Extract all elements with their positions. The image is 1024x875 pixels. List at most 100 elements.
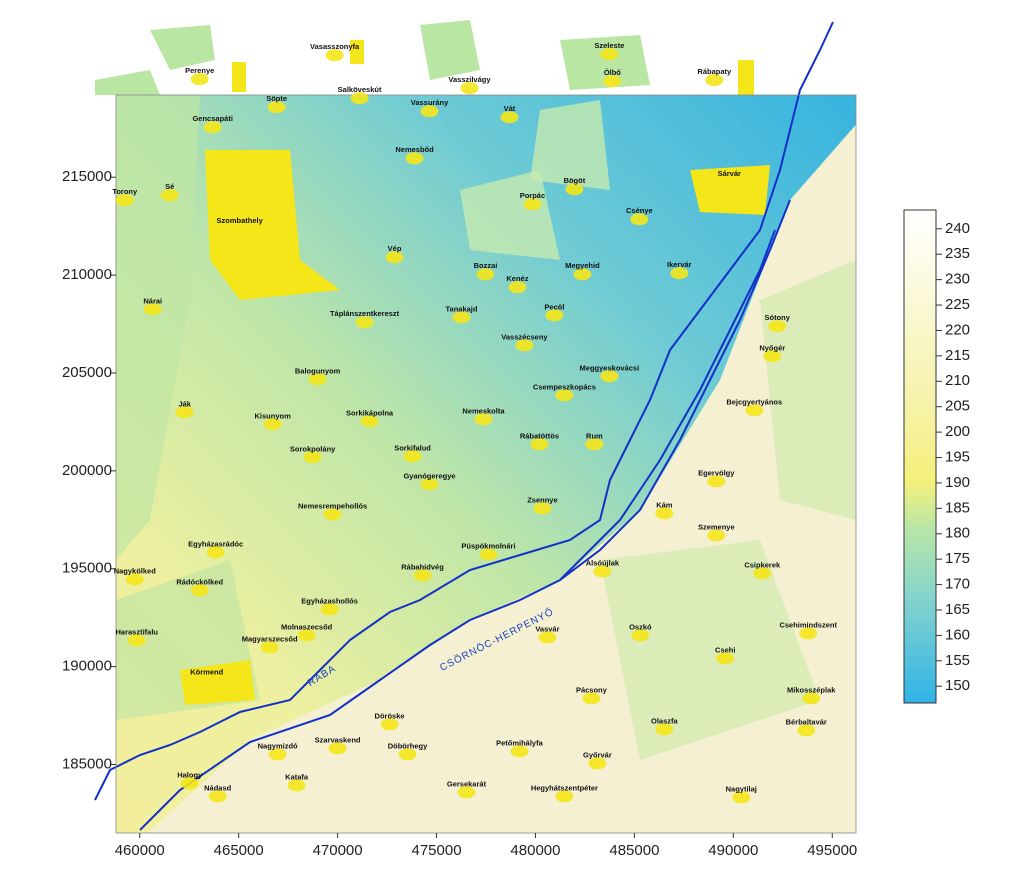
y-tick-label: 200000 <box>62 462 112 479</box>
town-area <box>745 404 764 417</box>
town-label: Pecöl <box>544 302 564 311</box>
town-label: Petőmihályfa <box>496 738 544 747</box>
town-label: Magyarszecsőd <box>242 634 298 643</box>
town-label: Söpte <box>266 94 287 103</box>
town-label: Rádóckölked <box>176 577 223 586</box>
town-area <box>308 373 327 386</box>
town-label: Nemesbőd <box>395 145 434 154</box>
town-area <box>360 415 379 428</box>
town-area <box>208 790 227 803</box>
town-label: Pácsony <box>576 685 608 694</box>
town-label: Perenye <box>185 66 214 75</box>
town-area <box>479 548 498 561</box>
town-area <box>763 350 782 363</box>
town-label: Egervölgy <box>698 468 735 477</box>
town-label: Csipkerek <box>744 560 781 569</box>
town-area <box>125 573 144 586</box>
town-label: Vép <box>388 244 402 253</box>
town-area <box>585 438 604 451</box>
town-label: Rábahidvég <box>401 562 444 571</box>
town-area <box>328 742 347 755</box>
town-label: Nagytilaj <box>726 784 757 793</box>
town-label: Körmend <box>190 667 223 676</box>
town-label: Kisunyom <box>255 411 292 420</box>
colorbar-tick-label: 200 <box>945 423 970 440</box>
town-area <box>160 189 179 202</box>
town-label: Salköveskút <box>338 85 382 94</box>
town-label: Mikosszéplak <box>787 685 836 694</box>
town-area <box>380 718 399 731</box>
town-label: Rábatöttös <box>520 431 559 440</box>
town-label: Katafa <box>285 772 309 781</box>
colorbar-tick-label: 155 <box>945 652 970 669</box>
town-area <box>565 183 584 196</box>
town-area <box>720 176 739 189</box>
x-tick-label: 475000 <box>412 842 462 859</box>
town-label: Nemesrempehollós <box>298 501 367 510</box>
town-area <box>705 74 724 87</box>
town-label: Balogunyom <box>295 366 341 375</box>
y-tick-label: 190000 <box>62 658 112 675</box>
town-area <box>799 627 818 640</box>
town-area <box>287 779 306 792</box>
town-area <box>655 507 674 520</box>
town-label: Vasasszonyfa <box>310 42 360 51</box>
town-area <box>230 223 249 236</box>
town-area <box>768 320 787 333</box>
town-area <box>515 339 534 352</box>
town-label: Meggyeskovácsi <box>580 363 640 372</box>
town-area <box>707 529 726 542</box>
town-label: Gencsapáti <box>192 114 232 123</box>
town-area <box>320 603 339 616</box>
town-area <box>452 311 471 324</box>
town-area <box>175 406 194 419</box>
town-label: Csénye <box>626 206 653 215</box>
town-area <box>267 101 286 114</box>
x-tick-label: 460000 <box>115 842 165 859</box>
town-area <box>420 105 439 118</box>
town-area <box>476 268 495 281</box>
town-label: Ikervár <box>667 260 692 269</box>
y-tick-label: 215000 <box>62 168 112 185</box>
town-area <box>268 748 287 761</box>
colorbar-tick-label: 170 <box>945 576 970 593</box>
town-label: Döröske <box>375 711 405 720</box>
town-area <box>716 652 735 665</box>
town-label: Püspökmolnári <box>461 541 515 550</box>
town-label: Sorkifalud <box>394 443 431 452</box>
town-area <box>670 267 689 280</box>
town-label: Szarvaskend <box>315 735 361 744</box>
colorbar-tick-label: 210 <box>945 372 970 389</box>
colorbar-tick-label: 180 <box>945 525 970 542</box>
y-tick-label: 210000 <box>62 266 112 283</box>
colorbar <box>903 209 937 704</box>
town-area <box>325 49 344 62</box>
town-area <box>582 692 601 705</box>
town-label: Vassurány <box>411 98 449 107</box>
town-label: Oszkó <box>629 622 652 631</box>
town-area <box>115 194 134 207</box>
town-area <box>530 438 549 451</box>
town-area <box>707 475 726 488</box>
town-label: Nagymizdó <box>258 741 298 750</box>
y-tick-label: 195000 <box>62 560 112 577</box>
colorbar-tick-label: 225 <box>945 296 970 313</box>
x-tick-label: 465000 <box>214 842 264 859</box>
town-area <box>460 82 479 95</box>
town-area <box>263 418 282 431</box>
town-label: Alsóújlak <box>586 558 620 567</box>
town-area <box>600 370 619 383</box>
town-area <box>457 786 476 799</box>
town-label: Nyőgér <box>759 343 785 352</box>
x-tick-label: 495000 <box>807 842 857 859</box>
town-label: Sorkikápolna <box>346 408 394 417</box>
colorbar-tick-label: 190 <box>945 474 970 491</box>
town-label: Bögöt <box>564 176 586 185</box>
colorbar-tick-label: 205 <box>945 398 970 415</box>
town-area <box>802 692 821 705</box>
town-area <box>398 748 417 761</box>
town-area <box>545 309 564 322</box>
town-label: Nagykölked <box>114 566 157 575</box>
